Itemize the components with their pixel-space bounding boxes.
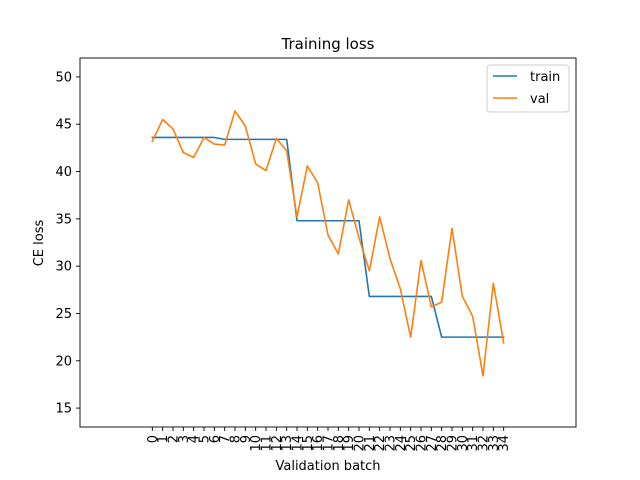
y-tick-label: 15	[55, 402, 72, 417]
legend-label-train: train	[530, 70, 560, 85]
legend-label-val: val	[530, 92, 549, 107]
x-tick-label: 8	[229, 435, 244, 443]
x-tick-label: 29	[446, 435, 461, 452]
x-tick-label: 33	[487, 435, 502, 452]
x-tick-label: 6	[208, 435, 223, 443]
x-tick-label: 19	[342, 435, 357, 452]
x-tick-label: 1	[156, 435, 171, 443]
y-tick-label: 20	[55, 354, 72, 369]
y-tick-label: 30	[55, 260, 72, 275]
x-tick-label: 9	[239, 435, 254, 443]
x-tick-label: 24	[394, 435, 409, 452]
x-tick-label: 17	[322, 435, 337, 452]
x-tick-label: 22	[373, 435, 388, 452]
x-tick-label: 7	[218, 435, 233, 443]
legend: train val	[486, 64, 570, 113]
x-tick-label: 32	[477, 435, 492, 452]
x-tick-label: 27	[425, 435, 440, 452]
x-tick-label: 30	[456, 435, 471, 452]
y-tick-label: 40	[55, 165, 72, 180]
x-tick-label: 15	[301, 435, 316, 452]
x-tick-label: 4	[187, 435, 202, 443]
x-tick-label: 5	[198, 435, 213, 443]
x-tick-label: 31	[466, 435, 481, 452]
x-tick-label: 2	[167, 435, 182, 443]
x-tick-label: 3	[177, 435, 192, 443]
x-tick-label: 16	[311, 435, 326, 452]
x-tick-label: 28	[435, 435, 450, 452]
x-tick-label: 21	[363, 435, 378, 452]
y-tick-label: 45	[55, 118, 72, 133]
chart-title: Training loss	[281, 35, 375, 53]
x-tick-label: 11	[260, 435, 275, 452]
x-tick-label: 0	[146, 435, 161, 443]
x-tick-label: 23	[384, 435, 399, 452]
y-axis-label: CE loss	[32, 220, 47, 267]
y-tick-label: 50	[55, 70, 72, 85]
x-tick-label: 26	[415, 435, 430, 452]
x-tick-label: 25	[404, 435, 419, 452]
x-tick-label: 14	[291, 435, 306, 452]
x-tick-label: 20	[353, 435, 368, 452]
x-tick-label: 34	[497, 435, 512, 452]
x-tick-label: 10	[249, 435, 264, 452]
x-tick-label: 18	[332, 435, 347, 452]
series-line-train	[151, 136, 505, 338]
x-tick-label: 12	[270, 435, 285, 452]
y-tick-label: 35	[55, 212, 72, 227]
plot-area: 1520253035404550012345678910111213141516…	[55, 57, 577, 452]
x-axis-label: Validation batch	[275, 459, 380, 474]
series-line-val	[151, 110, 505, 377]
y-tick-label: 25	[55, 307, 72, 322]
x-tick-label: 13	[280, 435, 295, 452]
